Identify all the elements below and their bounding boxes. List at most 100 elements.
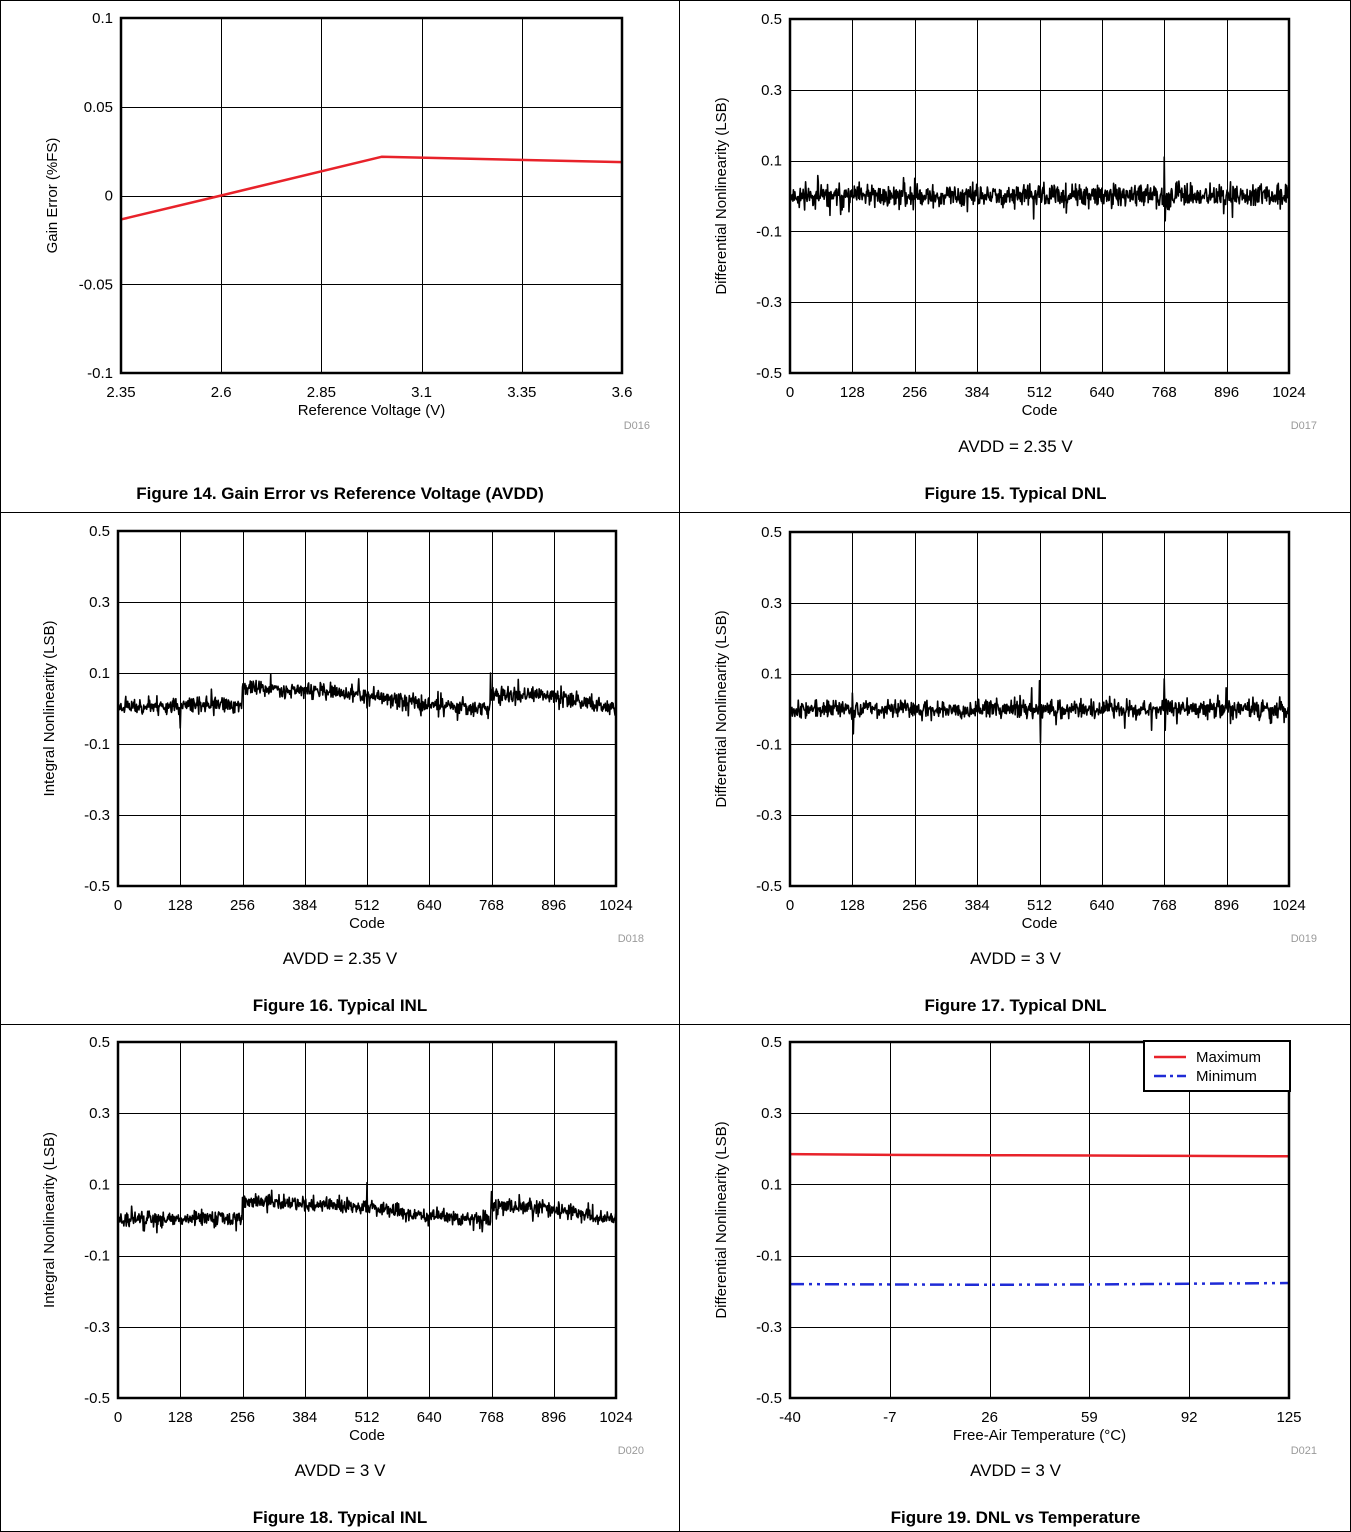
y-tick-label: -0.5	[84, 1390, 110, 1407]
figure-caption: Figure 16. Typical INL	[252, 996, 428, 1015]
series-line-maximum	[789, 1152, 1290, 1158]
plot-frame	[788, 1040, 1291, 1400]
y-axis-label: Integral Nonlinearity (LSB)	[41, 621, 58, 797]
x-tick-label: 640	[1089, 897, 1114, 914]
y-tick-label: 0.5	[761, 1034, 782, 1051]
figure-15-panel: 0 128 256 384 512 640 768 896 1024 -0.5 -0.3 -0.1 0.…	[680, 0, 1351, 513]
x-tick-label: 0	[786, 897, 794, 914]
x-tick-label: 128	[840, 897, 865, 914]
x-tick-label: 59	[1081, 1409, 1098, 1426]
y-axis-label: Differential Nonlinearity (LSB)	[713, 1121, 730, 1318]
y-tick-label: 0.3	[761, 82, 782, 99]
x-tick-label: 3.6	[612, 384, 633, 401]
x-tick-label: 512	[1027, 384, 1052, 401]
y-tick-label: 0.1	[761, 153, 782, 170]
figure-14-panel: 2.35 2.6 2.85 3.1 3.35 3.6 -0.1 -0.05 0 0.05 0.1 Re…	[0, 0, 680, 513]
y-tick-label: -0.1	[756, 736, 782, 753]
legend-label: Maximum	[1196, 1049, 1261, 1066]
legend-label: Minimum	[1196, 1068, 1257, 1085]
series-line-minimum	[789, 1281, 1290, 1287]
inl-chart: 0 128 256 384 512 640 768 896 1024 -0.5 -0.3 -0.1 0.…	[41, 1034, 644, 1457]
y-tick-label: -0.1	[84, 1248, 110, 1265]
x-tick-label: 125	[1276, 1409, 1301, 1426]
y-tick-label: -0.05	[79, 276, 113, 293]
chart-condition: AVDD = 3 V	[294, 1461, 386, 1480]
x-tick-label: 384	[965, 384, 990, 401]
y-tick-label: 0.3	[89, 594, 110, 611]
y-tick-label: -0.3	[756, 294, 782, 311]
x-tick-label: 640	[417, 897, 442, 914]
y-axis-label: Differential Nonlinearity (LSB)	[713, 610, 730, 807]
series-line	[789, 678, 1290, 744]
plot-frame	[119, 16, 624, 375]
y-tick-label: 0.3	[761, 595, 782, 612]
x-tick-label: 128	[168, 897, 193, 914]
x-tick-label: 128	[840, 384, 865, 401]
y-tick-label: 0.3	[761, 1105, 782, 1122]
figure-17-panel: 0 128 256 384 512 640 768 896 1024 -0.5 -0.3 -0.1 0.…	[680, 513, 1351, 1025]
x-tick-label: 768	[1152, 897, 1177, 914]
y-tick-label: 0.1	[761, 1176, 782, 1193]
x-tick-label: 2.6	[211, 384, 232, 401]
y-tick-label: -0.1	[756, 1248, 782, 1265]
x-axis-label: Code	[1022, 915, 1058, 932]
y-tick-label: -0.5	[756, 365, 782, 382]
figure-caption: Figure 19. DNL vs Temperature	[890, 1508, 1141, 1527]
x-tick-label: 0	[114, 1409, 122, 1426]
x-tick-label: 0	[786, 384, 794, 401]
x-tick-label: 512	[354, 1409, 379, 1426]
x-axis-label: Reference Voltage (V)	[298, 402, 446, 419]
x-tick-label: 768	[479, 897, 504, 914]
y-tick-label: 0.5	[761, 11, 782, 28]
x-tick-label: 256	[230, 897, 255, 914]
x-axis-label: Code	[349, 915, 385, 932]
y-tick-label: 0	[105, 188, 113, 205]
y-tick-label: 0.1	[89, 665, 110, 682]
y-tick-label: -0.3	[756, 807, 782, 824]
x-tick-label: 1024	[599, 1409, 632, 1426]
figure-18-panel: 0 128 256 384 512 640 768 896 1024 -0.5 -0.3 -0.1 0.…	[0, 1025, 680, 1532]
x-tick-label: 896	[541, 897, 566, 914]
x-axis-label: Code	[349, 1427, 385, 1444]
figure-id-label: D020	[618, 1445, 644, 1457]
x-axis-label: Code	[1022, 402, 1058, 419]
chart-condition: AVDD = 3 V	[970, 1461, 1061, 1480]
figure-16-panel: 0 128 256 384 512 640 768 896 1024 -0.5 -0.3 -0.1 0.…	[0, 513, 680, 1025]
figure-caption: Figure 15. Typical DNL	[924, 484, 1107, 503]
series-line	[789, 156, 1290, 222]
dnl-chart: 0 128 256 384 512 640 768 896 1024 -0.5 -0.3 -0.1 0.…	[713, 524, 1317, 945]
y-tick-label: 0.05	[84, 99, 113, 116]
x-tick-label: 768	[479, 1409, 504, 1426]
x-tick-label: 2.85	[307, 384, 336, 401]
plot-frame	[788, 530, 1291, 888]
dnl-chart: 0 128 256 384 512 640 768 896 1024 -0.5 -0.3 -0.1 0.…	[713, 11, 1317, 432]
y-tick-label: 0.5	[761, 524, 782, 541]
figure-id-label: D018	[618, 933, 644, 945]
figure-id-label: D016	[624, 420, 650, 432]
x-tick-label: 3.35	[507, 384, 536, 401]
x-axis-label: Free-Air Temperature (°C)	[953, 1427, 1126, 1444]
y-tick-label: -0.1	[756, 223, 782, 240]
series-line	[117, 1181, 617, 1234]
x-tick-label: 1024	[1272, 897, 1305, 914]
y-axis-label: Gain Error (%FS)	[44, 138, 61, 254]
plot-frame	[788, 17, 1291, 375]
y-tick-label: -0.5	[756, 1390, 782, 1407]
chart-condition: AVDD = 3 V	[970, 949, 1061, 968]
x-tick-label: 384	[292, 897, 317, 914]
x-tick-label: 640	[1089, 384, 1114, 401]
x-tick-label: 512	[354, 897, 379, 914]
y-tick-label: 0.5	[89, 523, 110, 540]
x-tick-label: 896	[541, 1409, 566, 1426]
x-tick-label: 128	[168, 1409, 193, 1426]
y-tick-label: 0.1	[92, 10, 113, 27]
figure-id-label: D017	[1291, 420, 1317, 432]
x-tick-label: 1024	[599, 897, 632, 914]
y-tick-label: 0.1	[761, 666, 782, 683]
plot-frame	[116, 1040, 618, 1400]
x-tick-label: 256	[230, 1409, 255, 1426]
figure-caption: Figure 18. Typical INL	[252, 1508, 428, 1527]
y-axis-label: Differential Nonlinearity (LSB)	[713, 97, 730, 294]
y-tick-label: -0.1	[87, 365, 113, 382]
x-tick-label: 92	[1181, 1409, 1198, 1426]
